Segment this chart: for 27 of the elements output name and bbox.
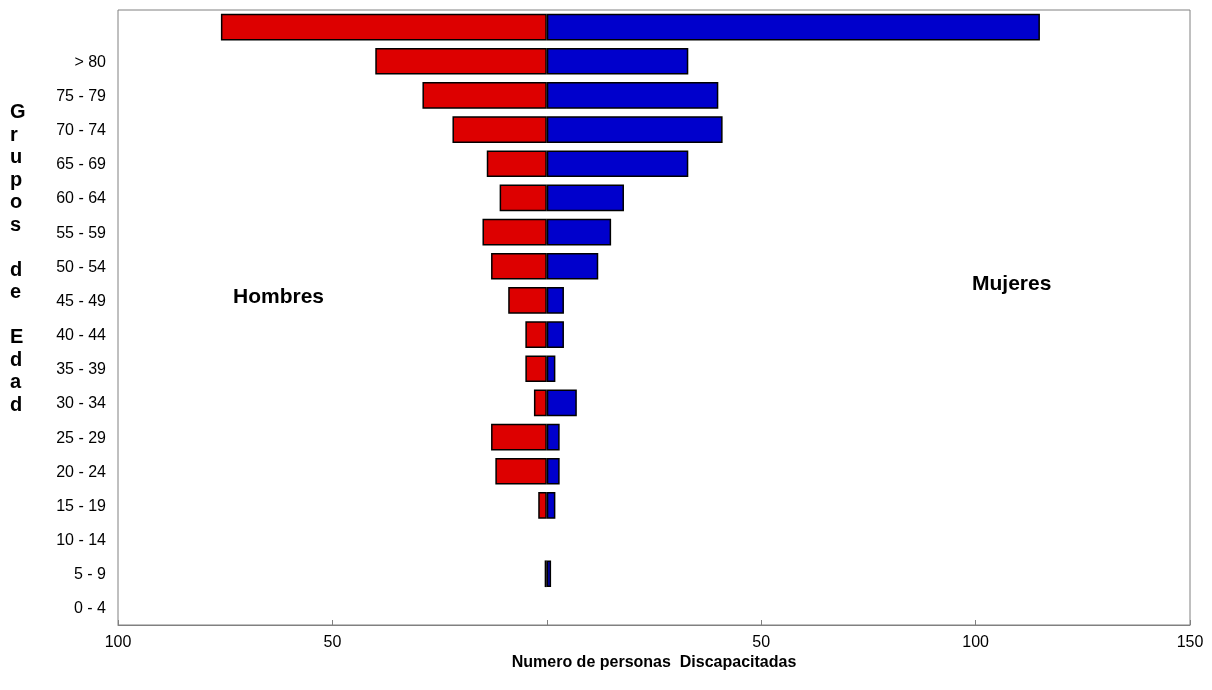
- y-tick-label: 40 - 44: [56, 326, 107, 344]
- bar: [546, 560, 552, 588]
- y-tick-label: 25 - 29: [56, 428, 107, 446]
- y-tick-label: 5 - 9: [73, 565, 107, 583]
- annotation: Hombres: [233, 284, 325, 307]
- y-tick-label: 75 - 79: [56, 86, 107, 104]
- x-axis-title: Numero de personas Discapacitadas: [511, 653, 797, 671]
- x-tick-label: 100: [104, 632, 132, 650]
- x-tick-label: 50: [323, 632, 342, 650]
- y-tick-label: 70 - 74: [56, 121, 107, 139]
- x-tick-label: 50: [752, 632, 771, 650]
- annotation: Mujeres: [972, 271, 1052, 294]
- text: Grupos de Edad: [10, 100, 26, 415]
- y-tick-label: > 80: [74, 52, 107, 70]
- y-tick-label: 50 - 54: [56, 257, 107, 275]
- y-tick-label: 65 - 69: [56, 155, 107, 173]
- y-tick-label: 30 - 34: [56, 394, 107, 412]
- x-tick-label: 100: [962, 632, 990, 650]
- y-tick-label: 45 - 49: [56, 291, 107, 309]
- y-tick-label: 60 - 64: [56, 189, 107, 207]
- x-tick-label: 150: [1176, 632, 1204, 650]
- y-tick-label: 10 - 14: [56, 531, 107, 549]
- y-tick-label: 15 - 19: [56, 496, 107, 514]
- y-tick-label: 20 - 24: [56, 462, 107, 480]
- y-tick-label: 55 - 59: [56, 223, 107, 241]
- y-tick-label: 0 - 4: [73, 599, 107, 617]
- y-tick-label: 35 - 39: [56, 360, 107, 378]
